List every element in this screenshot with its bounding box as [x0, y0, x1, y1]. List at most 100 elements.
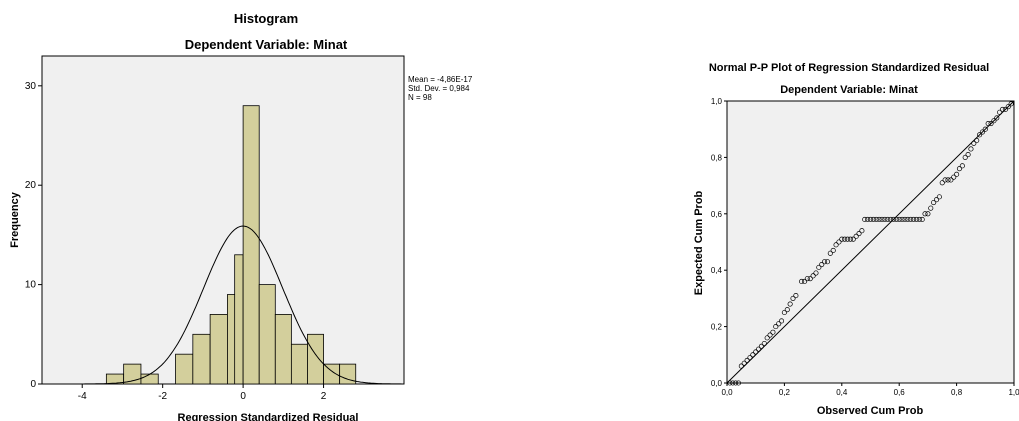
- pp-point: [971, 140, 977, 146]
- pp-point: [977, 132, 983, 138]
- pp-point: [916, 216, 922, 222]
- pp-point: [842, 236, 848, 242]
- y-tick-label: 0,0: [711, 379, 723, 388]
- pp-point: [905, 216, 911, 222]
- pp-point: [942, 177, 948, 183]
- pp-point: [753, 349, 759, 355]
- x-tick-label: 0,8: [951, 388, 963, 397]
- histogram-y-axis-label: Frequency: [9, 191, 21, 248]
- pp-point: [790, 295, 796, 301]
- pp-point: [939, 180, 945, 186]
- pp-point: [962, 154, 968, 160]
- pp-point: [793, 293, 799, 299]
- histogram-bar: [140, 373, 159, 385]
- pp-point: [819, 262, 825, 268]
- histogram-bar: [209, 314, 228, 385]
- pp-point: [856, 230, 862, 237]
- histogram-chart: Histogram Dependent Variable: Minat -4 -2…: [9, 11, 473, 421]
- histogram-bar: [175, 353, 194, 385]
- pp-point: [756, 346, 762, 352]
- pp-point: [836, 239, 842, 245]
- y-tick-label: 0: [30, 379, 36, 390]
- pp-point: [850, 236, 856, 242]
- pp-point: [954, 171, 960, 177]
- pp-point: [885, 216, 891, 222]
- pp-point: [730, 380, 736, 386]
- stats-mean: Mean = -4,86E-17: [408, 75, 473, 84]
- pp-point: [799, 278, 805, 285]
- histogram-title: Histogram: [234, 11, 298, 26]
- histogram-bars: [105, 105, 357, 385]
- pp-point: [784, 307, 790, 313]
- pp-point: [913, 216, 919, 222]
- pp-plot-y-axis-label: Expected Cum Prob: [693, 190, 705, 295]
- reference-line: [726, 100, 1015, 384]
- pp-point: [750, 352, 756, 358]
- pp-point: [896, 216, 902, 222]
- x-tick-label: 0,4: [836, 388, 848, 397]
- pp-point: [965, 152, 971, 158]
- pp-point: [862, 216, 868, 222]
- y-tick-label: 1,0: [711, 97, 723, 106]
- pp-point: [968, 146, 974, 152]
- pp-point: [890, 216, 897, 222]
- pp-point: [822, 259, 828, 265]
- y-tick-label: 0,2: [711, 323, 723, 332]
- pp-point: [928, 205, 934, 211]
- histogram-bar: [242, 105, 260, 385]
- pp-point: [873, 216, 879, 222]
- pp-points: [727, 101, 1014, 386]
- stats-std-dev: Std. Dev. = 0,984: [408, 84, 470, 93]
- pp-point: [899, 216, 905, 222]
- histogram-x-axis-label: Regression Standardized Residual: [178, 412, 359, 421]
- histogram-bar: [339, 363, 357, 385]
- pp-point: [830, 247, 836, 254]
- pp-point: [733, 380, 739, 386]
- pp-point: [985, 121, 991, 127]
- pp-point: [827, 250, 833, 256]
- pp-point: [982, 126, 988, 132]
- y-tick-label: 0,4: [711, 266, 723, 275]
- y-tick-label: 20: [25, 180, 37, 191]
- pp-plot-axes: 0,00,0 0,2 0,2 0,4 0,4 0,6 0,6 0,8 0,8 1,0 1,0: [711, 97, 1019, 397]
- y-tick-label: 30: [25, 81, 37, 92]
- pp-point: [936, 194, 942, 200]
- x-tick-label: -2: [158, 391, 167, 402]
- pp-point: [833, 242, 839, 248]
- pp-point: [810, 273, 816, 279]
- pp-point: [908, 216, 914, 222]
- histogram-bar: [307, 333, 324, 385]
- pp-point: [997, 109, 1003, 115]
- pp-point: [761, 340, 767, 347]
- pp-point: [770, 329, 776, 335]
- pp-point: [931, 199, 937, 206]
- x-tick-label: 1,0: [1008, 388, 1019, 397]
- pp-point: [758, 343, 764, 349]
- pp-point: [945, 177, 951, 183]
- pp-point: [902, 216, 908, 222]
- pp-point: [910, 216, 917, 222]
- pp-point: [959, 163, 965, 169]
- pp-point: [787, 301, 793, 307]
- pp-point: [925, 211, 931, 217]
- pp-point: [776, 321, 782, 327]
- pp-point: [974, 137, 980, 144]
- pp-plot-title: Normal P-P Plot of Regression Standardiz…: [709, 62, 989, 74]
- pp-point: [870, 216, 876, 222]
- pp-point: [747, 355, 753, 361]
- stats-n: N = 98: [408, 93, 432, 102]
- pp-point: [867, 216, 874, 222]
- pp-point: [824, 259, 831, 265]
- x-tick-label: 2: [321, 391, 327, 402]
- pp-point: [991, 118, 997, 124]
- histogram-subtitle: Dependent Variable: Minat: [185, 37, 348, 52]
- pp-point: [727, 380, 733, 386]
- pp-point: [988, 121, 994, 127]
- histogram-bar: [274, 314, 292, 385]
- pp-point: [801, 278, 808, 285]
- pp-point: [741, 360, 747, 366]
- y-tick-label: 0,6: [711, 210, 723, 219]
- pp-point: [979, 129, 985, 135]
- y-tick-label: 10: [25, 280, 37, 291]
